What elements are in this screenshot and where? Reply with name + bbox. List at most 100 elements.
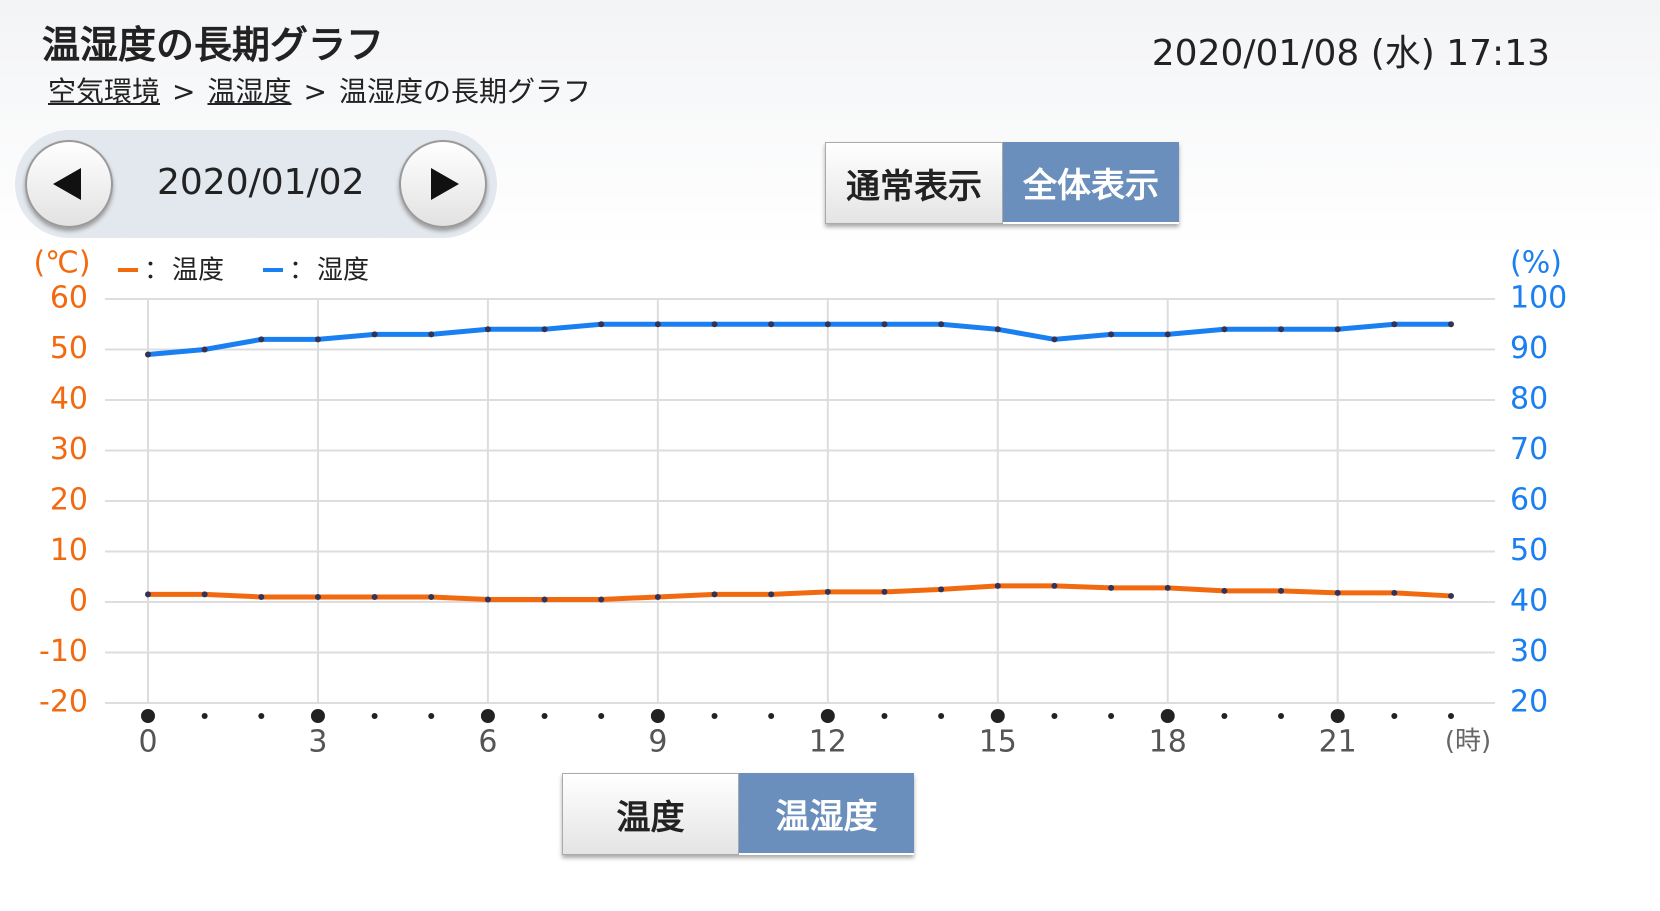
- data-point: [484, 596, 491, 603]
- prev-icon: [53, 168, 81, 200]
- data-point: [484, 326, 491, 333]
- x-tick-dot: [428, 713, 435, 719]
- x-tick-dot: [881, 713, 888, 719]
- data-point: [824, 321, 831, 328]
- x-tick-label: 18: [1149, 725, 1187, 760]
- breadcrumb: 空気環境 > 温湿度 > 温湿度の長期グラフ: [48, 70, 603, 110]
- x-tick-dot: [371, 713, 378, 719]
- x-tick-dot: [141, 709, 155, 723]
- y-tick-label: 40: [50, 382, 88, 417]
- x-tick-dot: [541, 713, 548, 719]
- legend-separator: ：: [144, 256, 170, 286]
- data-point: [1051, 582, 1058, 589]
- x-tick-dot: [1448, 713, 1454, 719]
- y-tick-label: 0: [69, 584, 88, 619]
- data-point: [541, 596, 548, 603]
- y-tick-label: 30: [50, 432, 88, 467]
- x-tick-label: 9: [648, 725, 667, 760]
- toggle-button[interactable]: 温度: [562, 773, 739, 855]
- y2-tick-label: 30: [1510, 634, 1548, 669]
- x-tick-dot: [258, 713, 265, 719]
- data-point: [1051, 336, 1058, 343]
- data-point: [145, 351, 151, 358]
- data-point: [1164, 584, 1171, 591]
- data-point: [938, 586, 945, 593]
- data-point: [1221, 587, 1228, 594]
- data-point: [1391, 321, 1398, 328]
- data-point: [1108, 584, 1115, 591]
- page-title: 温湿度の長期グラフ: [42, 23, 385, 67]
- x-tick-dot: [990, 709, 1005, 723]
- x-tick-dot: [820, 709, 835, 723]
- x-tick-dot: [768, 713, 775, 719]
- data-point: [1391, 589, 1398, 596]
- legend-label: 湿度: [317, 256, 369, 286]
- next-button[interactable]: [399, 140, 487, 228]
- y2-tick-label: 20: [1510, 685, 1548, 720]
- data-point: [598, 596, 605, 603]
- y2-tick-label: 70: [1510, 432, 1548, 467]
- data-point: [371, 593, 378, 600]
- x-axis-label: (時): [1445, 727, 1491, 757]
- x-tick-label: 12: [809, 725, 847, 760]
- breadcrumb-current: 温湿度の長期グラフ: [338, 75, 591, 108]
- x-tick-dot: [1391, 713, 1398, 719]
- y2-tick-label: 80: [1510, 382, 1548, 417]
- next-icon: [431, 168, 459, 200]
- x-tick-dot: [1160, 709, 1175, 723]
- x-tick-label: 3: [308, 725, 327, 760]
- data-point: [1278, 587, 1285, 594]
- data-point: [994, 582, 1001, 589]
- x-tick-label: 0: [138, 725, 157, 760]
- data-point: [1221, 326, 1228, 333]
- datetime: 2020/01/08 (水) 17:13: [1151, 33, 1550, 74]
- data-point: [371, 331, 378, 338]
- data-point: [541, 326, 548, 333]
- x-tick-label: 15: [979, 725, 1017, 760]
- y-tick-label: 60: [50, 281, 88, 316]
- y-tick-label: -10: [39, 634, 88, 669]
- view-toggle: 通常表示 全体表示: [825, 142, 1179, 224]
- x-tick-dot: [480, 709, 495, 723]
- data-point: [824, 588, 831, 595]
- y-tick-label: -20: [39, 685, 88, 720]
- series-line: [148, 583, 1452, 602]
- y2-tick-label: 60: [1510, 483, 1548, 518]
- mode-toggle: 温度 温湿度: [562, 773, 914, 855]
- data-point: [1334, 589, 1341, 596]
- data-point: [768, 591, 775, 598]
- x-tick-dot: [310, 709, 325, 723]
- x-tick-dot: [1330, 709, 1345, 723]
- data-point: [938, 321, 945, 328]
- breadcrumb-sep: >: [172, 75, 196, 108]
- x-tick-dot: [1051, 713, 1058, 719]
- data-point: [994, 326, 1001, 333]
- breadcrumb-link[interactable]: 温湿度: [207, 75, 292, 108]
- x-tick-dot: [650, 709, 665, 723]
- x-tick-label: 6: [478, 725, 497, 760]
- data-point: [428, 331, 435, 338]
- data-point: [1108, 331, 1115, 338]
- prev-button[interactable]: [25, 140, 113, 228]
- x-tick-dot: [1278, 713, 1285, 719]
- x-tick-label: 21: [1319, 725, 1357, 760]
- data-point: [258, 593, 265, 600]
- y-axis-label: (℃): [33, 246, 90, 281]
- toggle-button[interactable]: 全体表示: [1003, 142, 1179, 222]
- data-point: [1334, 326, 1341, 333]
- x-tick-dot: [598, 713, 605, 719]
- toggle-button[interactable]: 温湿度: [739, 773, 914, 853]
- data-point: [428, 593, 435, 600]
- data-point: [314, 336, 321, 343]
- breadcrumb-link[interactable]: 空気環境: [48, 75, 161, 108]
- legend-label: 温度: [172, 256, 224, 286]
- data-point: [711, 321, 718, 328]
- toggle-button[interactable]: 通常表示: [825, 142, 1003, 224]
- y2-tick-label: 100: [1510, 281, 1567, 316]
- data-point: [598, 321, 605, 328]
- data-point: [881, 321, 888, 328]
- data-point: [881, 588, 888, 595]
- data-point: [145, 591, 151, 598]
- y2-tick-label: 90: [1510, 331, 1548, 366]
